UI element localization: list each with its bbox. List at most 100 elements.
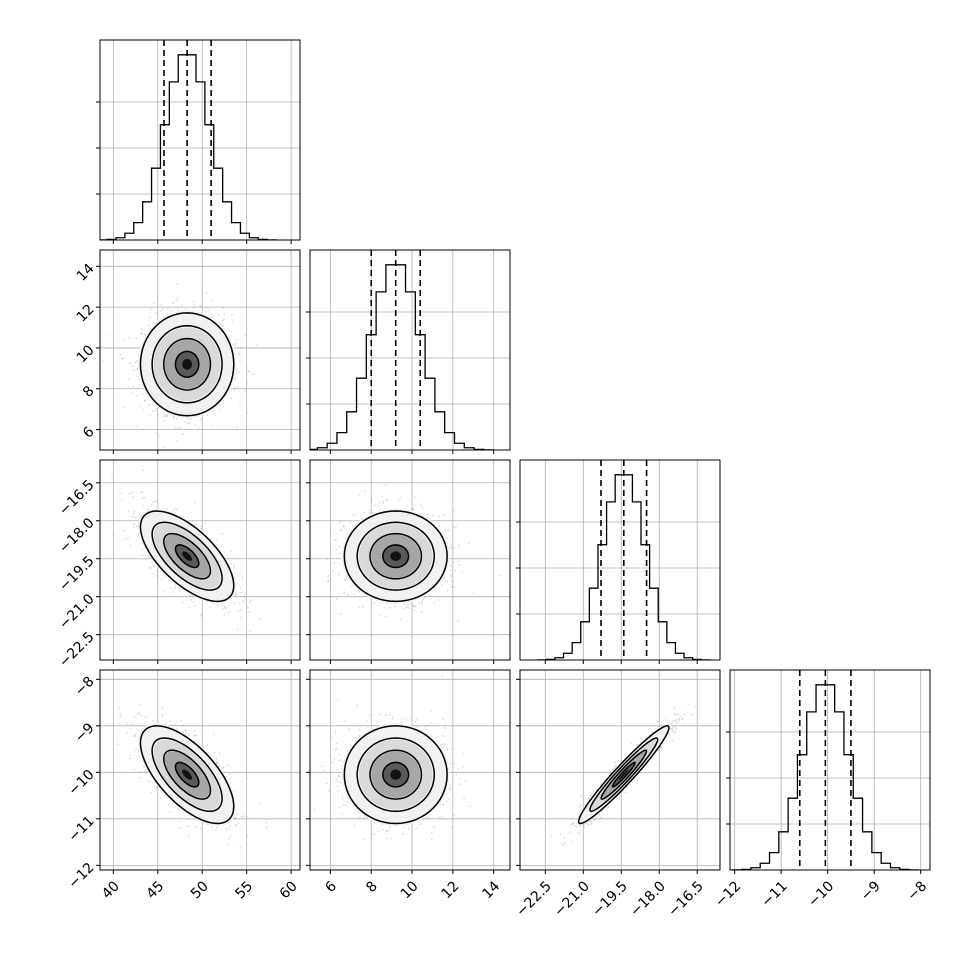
- scatter-point: [234, 824, 237, 827]
- scatter-point: [413, 504, 416, 507]
- scatter-point: [167, 308, 169, 311]
- scatter-point: [340, 612, 342, 615]
- scatter-point: [414, 604, 417, 607]
- scatter-point: [412, 604, 415, 607]
- panel-frame-2-1: [309, 459, 511, 661]
- scatter-point: [226, 829, 228, 832]
- scatter-point: [450, 544, 452, 547]
- scatter-point: [406, 606, 409, 608]
- scatter-point: [420, 504, 422, 507]
- scatter-point: [454, 526, 456, 529]
- scatter-point: [452, 525, 455, 528]
- scatter-point: [187, 418, 190, 420]
- scatter-point: [248, 601, 251, 604]
- scatter-point: [150, 503, 153, 506]
- scatter-point: [339, 529, 342, 532]
- scatter-point: [343, 579, 346, 581]
- scatter-point: [224, 606, 227, 609]
- scatter-point: [241, 591, 244, 593]
- scatter-point: [442, 514, 445, 517]
- scatter-point: [148, 403, 151, 406]
- scatter-point: [382, 500, 385, 503]
- scatter-point: [127, 336, 130, 339]
- y-tick-label-2-1: −21.0: [56, 591, 98, 633]
- scatter-point: [163, 446, 166, 449]
- scatter-point: [179, 427, 182, 430]
- scatter-point: [347, 593, 349, 596]
- scatter-point: [239, 361, 242, 363]
- scatter-point: [150, 308, 153, 311]
- scatter-point: [222, 307, 225, 309]
- scatter-point: [136, 747, 139, 750]
- scatter-point: [136, 394, 139, 397]
- scatter-point: [343, 526, 345, 528]
- scatter-point: [467, 542, 470, 544]
- scatter-point: [141, 491, 144, 493]
- scatter-point: [457, 620, 460, 623]
- scatter-point: [212, 410, 215, 413]
- scatter-point: [222, 402, 225, 405]
- scatter-point: [349, 521, 352, 524]
- scatter-point: [146, 723, 149, 725]
- scatter-point: [227, 764, 230, 767]
- scatter-point: [393, 605, 396, 607]
- scatter-point: [239, 601, 241, 604]
- scatter-point: [227, 611, 230, 614]
- scatter-point: [234, 344, 237, 346]
- scatter-point: [174, 584, 177, 587]
- scatter-point: [420, 610, 423, 613]
- scatter-point: [428, 594, 431, 596]
- scatter-point: [450, 585, 453, 588]
- contour-1-0-3: [139, 312, 235, 417]
- scatter-point: [200, 525, 203, 527]
- scatter-point: [372, 511, 374, 514]
- scatter-point: [128, 493, 131, 495]
- scatter-point: [191, 595, 194, 598]
- scatter-point: [388, 607, 391, 609]
- scatter-point: [234, 386, 236, 389]
- scatter-point: [177, 427, 180, 430]
- scatter-point: [402, 608, 404, 610]
- scatter-point: [141, 393, 144, 395]
- scatter-point: [176, 440, 178, 443]
- scatter-point: [223, 312, 226, 315]
- histogram-panel-2: [516, 459, 721, 664]
- scatter-point: [457, 560, 460, 563]
- scatter-point: [414, 605, 416, 608]
- y-tick-label-2-4: −16.5: [56, 477, 98, 519]
- scatter-point: [122, 338, 125, 341]
- scatter-point: [454, 570, 456, 572]
- scatter-point: [192, 601, 195, 603]
- scatter-point: [172, 509, 175, 512]
- scatter-point: [199, 418, 202, 420]
- scatter-point: [149, 566, 152, 569]
- scatter-point: [446, 589, 449, 592]
- scatter-point: [207, 309, 210, 312]
- scatter-point: [343, 592, 346, 594]
- scatter-point: [223, 318, 225, 321]
- scatter-point: [411, 507, 414, 510]
- scatter-point: [210, 424, 213, 427]
- scatter-point: [244, 598, 247, 601]
- scatter-point: [259, 617, 262, 620]
- scatter-point: [132, 385, 134, 388]
- contour-2-1-2: [356, 521, 436, 591]
- scatter-point: [133, 369, 135, 372]
- scatter-point: [175, 299, 178, 302]
- scatter-point: [188, 606, 191, 609]
- scatter-point: [187, 422, 190, 425]
- scatter-point: [241, 600, 244, 602]
- scatter-point: [236, 593, 238, 596]
- scatter-point: [241, 578, 244, 581]
- scatter-point: [164, 415, 167, 417]
- scatter-point: [238, 353, 241, 356]
- scatter-point: [129, 544, 132, 547]
- scatter-point: [204, 306, 207, 309]
- scatter-point: [149, 414, 152, 416]
- scatter-panel-2-0: −22.5−21.0−19.5−18.0−16.5: [56, 459, 301, 671]
- scatter-point: [438, 525, 440, 527]
- scatter-point: [206, 414, 209, 416]
- scatter-point: [240, 575, 243, 578]
- scatter-point: [152, 566, 155, 568]
- scatter-point: [184, 421, 186, 424]
